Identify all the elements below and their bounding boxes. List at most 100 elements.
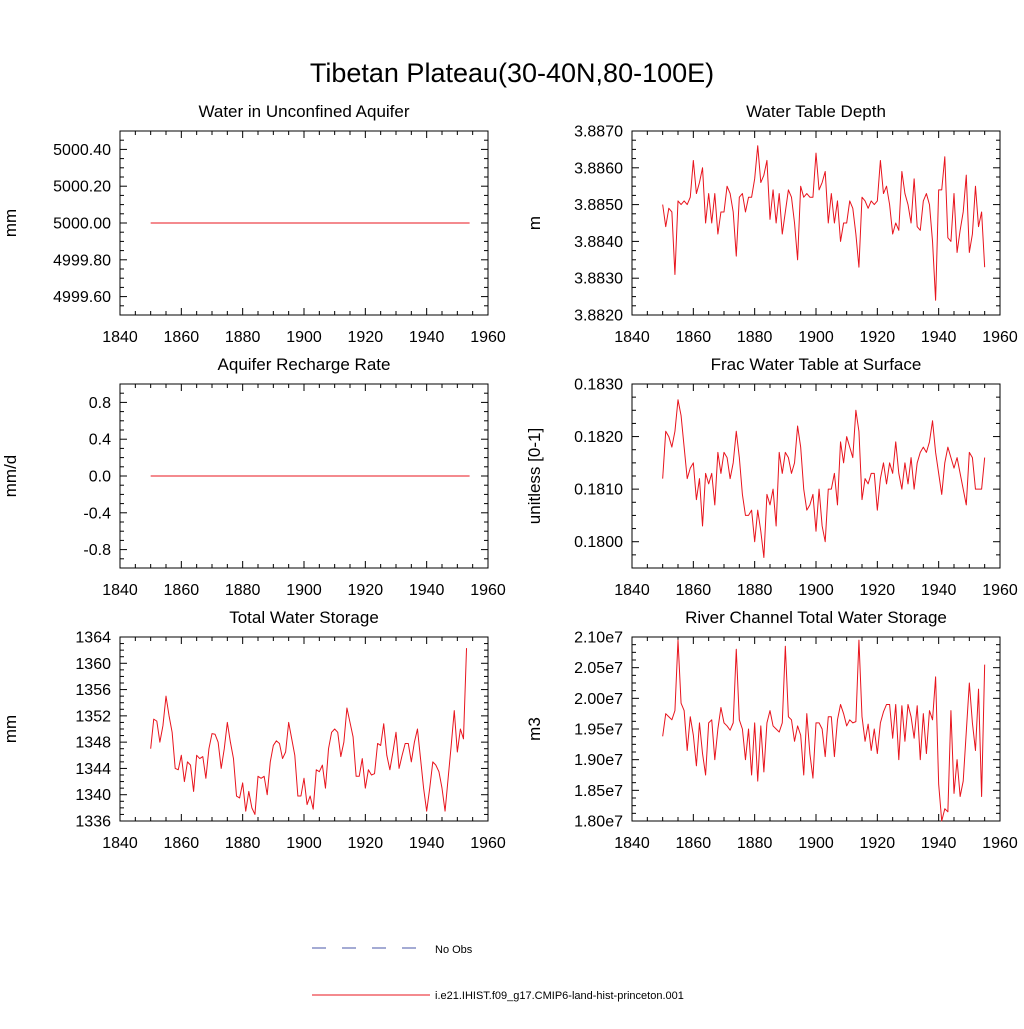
river-channel-storage-xtick-label: 1880	[737, 835, 773, 852]
river-channel-storage-ytick-label: 1.95e7	[574, 722, 623, 739]
river-channel-storage-ytick-label: 2.10e7	[574, 630, 623, 647]
aquifer-recharge-rate-ytick-label: 0.0	[89, 469, 111, 486]
legend-no-obs-label: No Obs	[435, 944, 473, 956]
frac-water-table-surface-series-line	[662, 399, 986, 558]
water-table-depth-title: Water Table Depth	[746, 102, 886, 121]
river-channel-storage-ytick-label: 1.80e7	[574, 814, 623, 831]
river-channel-storage-title: River Channel Total Water Storage	[685, 608, 947, 627]
aquifer-recharge-rate-title: Aquifer Recharge Rate	[218, 355, 391, 374]
water-unconfined-aquifer-title: Water in Unconfined Aquifer	[198, 102, 409, 121]
water-table-depth-panel: 1840 1860 1880 1900 1920 1940 1960 3.8820 3.8830…	[525, 102, 1018, 346]
aquifer-recharge-rate-ytick-label: 0.8	[89, 395, 111, 412]
river-channel-storage-ytick-label: 2.00e7	[574, 691, 623, 708]
aquifer-recharge-rate-xtick-label: 1840	[102, 582, 138, 599]
figure-title: Tibetan Plateau(30-40N,80-100E)	[310, 58, 714, 88]
water-unconfined-aquifer-xtick-label: 1960	[470, 329, 506, 346]
frac-water-table-surface-xtick-label: 1920	[860, 582, 896, 599]
total-water-storage-xtick-label: 1920	[348, 835, 384, 852]
aquifer-recharge-rate-xtick-label: 1860	[164, 582, 200, 599]
water-unconfined-aquifer-xtick-label: 1860	[164, 329, 200, 346]
legend-model-label: i.e21.IHIST.f09_g17.CMIP6-land-hist-prin…	[435, 990, 684, 1002]
total-water-storage-ylabel: mm	[1, 715, 20, 743]
water-table-depth-xtick-label: 1900	[798, 329, 834, 346]
aquifer-recharge-rate-xtick-label: 1920	[348, 582, 384, 599]
total-water-storage-ytick-label: 1356	[75, 682, 111, 699]
water-table-depth-ytick-label: 3.8840	[574, 234, 623, 251]
frac-water-table-surface-xtick-label: 1860	[676, 582, 712, 599]
river-channel-storage-xtick-label: 1900	[798, 835, 834, 852]
water-unconfined-aquifer-panel: 1840 1860 1880 1900 1920 1940 1960 4999.60 4999.…	[1, 102, 506, 346]
water-table-depth-ytick-label: 3.8830	[574, 271, 623, 288]
total-water-storage-ytick-label: 1348	[75, 735, 111, 752]
river-channel-storage-xtick-label: 1840	[614, 835, 650, 852]
frac-water-table-surface-xtick-label: 1880	[737, 582, 773, 599]
water-table-depth-series-line	[662, 145, 986, 301]
water-table-depth-xtick-label: 1860	[676, 329, 712, 346]
water-table-depth-ylabel: m	[525, 216, 544, 230]
river-channel-storage-xtick-label: 1960	[982, 835, 1018, 852]
frac-water-table-surface-ytick-label: 0.1820	[574, 429, 623, 446]
river-channel-storage-xtick-label: 1920	[860, 835, 896, 852]
frac-water-table-surface-ytick-label: 0.1810	[574, 482, 623, 499]
aquifer-recharge-rate-ytick-label: -0.4	[83, 505, 111, 522]
frac-water-table-surface-ylabel: unitless [0-1]	[525, 428, 544, 524]
river-channel-storage-ylabel: m3	[525, 717, 544, 741]
water-unconfined-aquifer-xtick-label: 1940	[409, 329, 445, 346]
total-water-storage-xtick-label: 1840	[102, 835, 138, 852]
water-table-depth-xtick-label: 1840	[614, 329, 650, 346]
total-water-storage-xtick-label: 1880	[225, 835, 261, 852]
water-unconfined-aquifer-xtick-label: 1880	[225, 329, 261, 346]
total-water-storage-frame	[119, 636, 489, 822]
water-table-depth-xtick-label: 1960	[982, 329, 1018, 346]
water-unconfined-aquifer-xtick-label: 1920	[348, 329, 384, 346]
total-water-storage-ytick-label: 1340	[75, 787, 111, 804]
water-table-depth-xtick-label: 1940	[921, 329, 957, 346]
aquifer-recharge-rate-ytick-label: -0.8	[83, 542, 111, 559]
total-water-storage-xtick-label: 1960	[470, 835, 506, 852]
water-unconfined-aquifer-ytick-label: 4999.80	[53, 252, 111, 269]
river-channel-storage-ytick-label: 1.85e7	[574, 783, 623, 800]
frac-water-table-surface-ytick-label: 0.1800	[574, 534, 623, 551]
total-water-storage-ytick-label: 1364	[75, 630, 111, 647]
total-water-storage-title: Total Water Storage	[229, 608, 379, 627]
water-table-depth-ytick-label: 3.8860	[574, 160, 623, 177]
river-channel-storage-series-line	[662, 639, 986, 822]
river-channel-storage-xtick-label: 1940	[921, 835, 957, 852]
total-water-storage-ytick-label: 1360	[75, 656, 111, 673]
frac-water-table-surface-title: Frac Water Table at Surface	[711, 355, 922, 374]
water-unconfined-aquifer-ytick-label: 4999.60	[53, 289, 111, 306]
legend: No Obs i.e21.IHIST.f09_g17.CMIP6-land-hi…	[312, 944, 684, 1002]
frac-water-table-surface-ytick-label: 0.1830	[574, 377, 623, 394]
total-water-storage-xtick-label: 1900	[286, 835, 322, 852]
water-unconfined-aquifer-xtick-label: 1840	[102, 329, 138, 346]
frac-water-table-surface-xtick-label: 1960	[982, 582, 1018, 599]
total-water-storage-ytick-label: 1352	[75, 708, 111, 725]
aquifer-recharge-rate-ytick-label: 0.4	[89, 432, 111, 449]
water-unconfined-aquifer-xtick-label: 1900	[286, 329, 322, 346]
water-table-depth-xtick-label: 1920	[860, 329, 896, 346]
river-channel-storage-ytick-label: 1.90e7	[574, 752, 623, 769]
water-table-depth-ytick-label: 3.8820	[574, 308, 623, 325]
total-water-storage-xtick-label: 1940	[409, 835, 445, 852]
river-channel-storage-xtick-label: 1860	[676, 835, 712, 852]
total-water-storage-series-line	[150, 648, 468, 815]
river-channel-storage-panel: 1840 1860 1880 1900 1920 1940 1960 1.80e7 1.85e7…	[525, 608, 1018, 852]
aquifer-recharge-rate-ylabel: mm/d	[1, 455, 20, 498]
river-channel-storage-ytick-label: 2.05e7	[574, 660, 623, 677]
total-water-storage-ytick-label: 1336	[75, 814, 111, 831]
aquifer-recharge-rate-xtick-label: 1960	[470, 582, 506, 599]
frac-water-table-surface-xtick-label: 1900	[798, 582, 834, 599]
water-table-depth-ytick-label: 3.8870	[574, 124, 623, 141]
aquifer-recharge-rate-xtick-label: 1880	[225, 582, 261, 599]
water-unconfined-aquifer-ylabel: mm	[1, 209, 20, 237]
aquifer-recharge-rate-xtick-label: 1940	[409, 582, 445, 599]
aquifer-recharge-rate-xtick-label: 1900	[286, 582, 322, 599]
frac-water-table-surface-xtick-label: 1840	[614, 582, 650, 599]
aquifer-recharge-rate-panel: 1840 1860 1880 1900 1920 1940 1960 -0.8 -0.4 0.0 0…	[1, 355, 506, 599]
water-unconfined-aquifer-ytick-label: 5000.00	[53, 216, 111, 233]
water-unconfined-aquifer-ytick-label: 5000.20	[53, 179, 111, 196]
total-water-storage-xtick-label: 1860	[164, 835, 200, 852]
water-table-depth-ytick-label: 3.8850	[574, 197, 623, 214]
